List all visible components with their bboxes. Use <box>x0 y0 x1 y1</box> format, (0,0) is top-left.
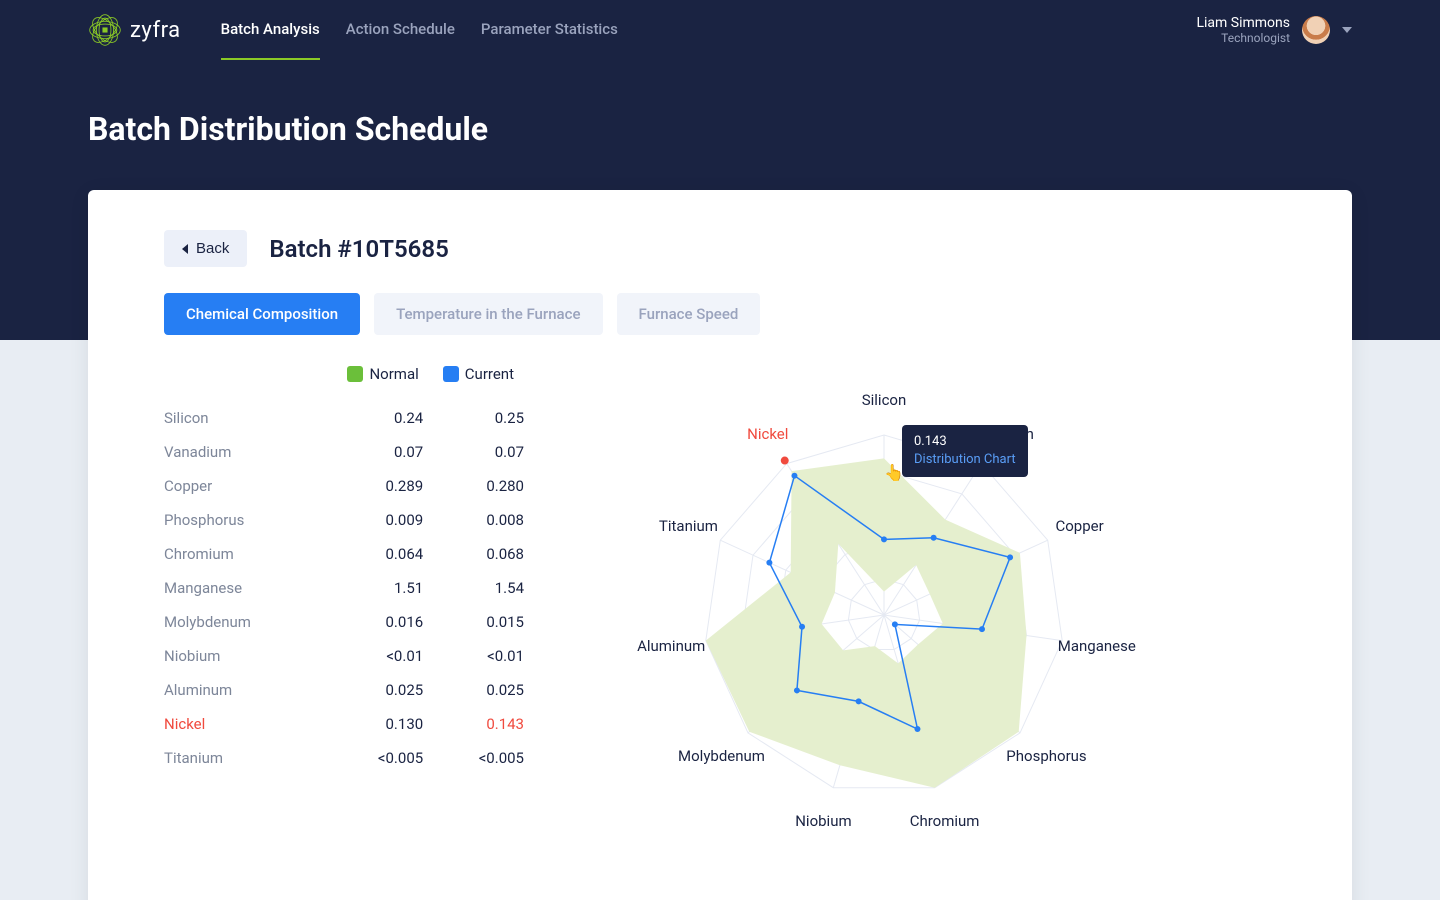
swatch-normal-icon <box>347 366 363 382</box>
table-row: Chromium0.0640.068 <box>164 537 524 571</box>
current-value: 0.068 <box>423 537 524 571</box>
table-row: Manganese1.511.54 <box>164 571 524 605</box>
radar-chart[interactable]: SiliconVanadiumCopperManganesePhosphorus… <box>564 365 1204 885</box>
back-label: Back <box>196 240 229 257</box>
normal-value: 0.289 <box>322 469 423 503</box>
normal-value: <0.005 <box>322 741 423 775</box>
table-row: Vanadium0.070.07 <box>164 435 524 469</box>
normal-value: 0.064 <box>322 537 423 571</box>
element-name: Manganese <box>164 571 322 605</box>
current-value: 0.025 <box>423 673 524 707</box>
table-row: Phosphorus0.0090.008 <box>164 503 524 537</box>
radar-tooltip: 0.143Distribution Chart <box>902 425 1028 477</box>
current-value: 0.008 <box>423 503 524 537</box>
user-menu[interactable]: Liam Simmons Technologist <box>1196 15 1352 45</box>
view-tabs: Chemical Composition Temperature in the F… <box>164 293 1276 335</box>
axis-label: Silicon <box>862 391 907 409</box>
table-row: Titanium<0.005<0.005 <box>164 741 524 775</box>
brand-logo: zyfra <box>88 13 181 47</box>
normal-value: 0.009 <box>322 503 423 537</box>
legend-normal-label: Normal <box>369 365 418 383</box>
back-button[interactable]: Back <box>164 230 247 267</box>
table-row: Nickel0.1300.143 <box>164 707 524 741</box>
tab-furnace-speed[interactable]: Furnace Speed <box>617 293 761 335</box>
legend-normal: Normal <box>347 365 418 383</box>
avatar <box>1302 16 1330 44</box>
normal-value: 0.24 <box>322 401 423 435</box>
user-name: Liam Simmons <box>1196 15 1290 31</box>
axis-label: Niobium <box>795 812 851 830</box>
element-name: Titanium <box>164 741 322 775</box>
element-name: Nickel <box>164 707 322 741</box>
tab-temperature-in-the-furnace[interactable]: Temperature in the Furnace <box>374 293 602 335</box>
current-value: 0.280 <box>423 469 524 503</box>
logo-mark-icon <box>88 13 122 47</box>
element-name: Silicon <box>164 401 322 435</box>
normal-value: 0.07 <box>322 435 423 469</box>
table-row: Niobium<0.01<0.01 <box>164 639 524 673</box>
element-name: Vanadium <box>164 435 322 469</box>
axis-label: Molybdenum <box>678 747 765 765</box>
table-row: Molybdenum0.0160.015 <box>164 605 524 639</box>
axis-label: Nickel <box>747 425 788 443</box>
axis-label: Copper <box>1055 517 1103 535</box>
chevron-down-icon <box>1342 27 1352 33</box>
element-name: Chromium <box>164 537 322 571</box>
user-role: Technologist <box>1196 31 1290 45</box>
axis-label: Phosphorus <box>1006 747 1086 765</box>
axis-label: Manganese <box>1058 637 1136 655</box>
normal-value: 0.025 <box>322 673 423 707</box>
normal-value: <0.01 <box>322 639 423 673</box>
tooltip-value: 0.143 <box>914 433 1016 451</box>
current-value: 0.25 <box>423 401 524 435</box>
top-navbar: zyfra Batch Analysis Action Schedule Param… <box>0 0 1440 60</box>
current-value: 1.54 <box>423 571 524 605</box>
composition-table: Silicon0.240.25Vanadium0.070.07Copper0.2… <box>164 401 524 775</box>
page-title: Batch Distribution Schedule <box>0 60 1440 148</box>
element-name: Niobium <box>164 639 322 673</box>
axis-label: Aluminum <box>637 637 705 655</box>
brand-name: zyfra <box>130 18 181 43</box>
tab-chemical-composition[interactable]: Chemical Composition <box>164 293 360 335</box>
current-value: 0.143 <box>423 707 524 741</box>
table-row: Copper0.2890.280 <box>164 469 524 503</box>
main-card: Back Batch #10T5685 Chemical Composition… <box>88 190 1352 900</box>
element-name: Molybdenum <box>164 605 322 639</box>
element-name: Copper <box>164 469 322 503</box>
cursor-icon: 👆 <box>884 463 904 482</box>
main-nav: Batch Analysis Action Schedule Parameter S… <box>221 0 618 60</box>
current-value: <0.005 <box>423 741 524 775</box>
nav-item-batch-analysis[interactable]: Batch Analysis <box>221 0 320 60</box>
swatch-current-icon <box>443 366 459 382</box>
axis-label: Chromium <box>910 812 980 830</box>
tooltip-link[interactable]: Distribution Chart <box>914 452 1016 467</box>
current-value: 0.07 <box>423 435 524 469</box>
legend-current-label: Current <box>465 365 514 383</box>
element-name: Aluminum <box>164 673 322 707</box>
nav-item-action-schedule[interactable]: Action Schedule <box>346 0 455 60</box>
axis-label: Titanium <box>659 517 718 535</box>
table-row: Silicon0.240.25 <box>164 401 524 435</box>
normal-value: 0.016 <box>322 605 423 639</box>
batch-title: Batch #10T5685 <box>269 235 448 263</box>
normal-value: 0.130 <box>322 707 423 741</box>
current-value: <0.01 <box>423 639 524 673</box>
caret-left-icon <box>182 244 188 254</box>
table-row: Aluminum0.0250.025 <box>164 673 524 707</box>
normal-value: 1.51 <box>322 571 423 605</box>
nav-item-parameter-statistics[interactable]: Parameter Statistics <box>481 0 618 60</box>
element-name: Phosphorus <box>164 503 322 537</box>
legend-current: Current <box>443 365 514 383</box>
current-value: 0.015 <box>423 605 524 639</box>
legend: Normal Current <box>164 365 524 383</box>
